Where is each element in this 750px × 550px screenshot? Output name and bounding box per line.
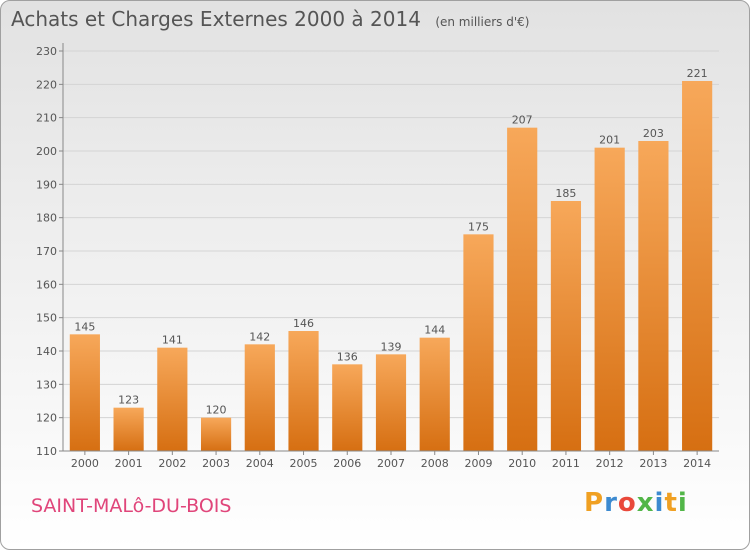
y-tick-label: 180 xyxy=(36,212,57,225)
data-label: 141 xyxy=(162,334,183,347)
data-label: 146 xyxy=(293,317,314,330)
y-tick-label: 230 xyxy=(36,45,57,58)
x-tick-label: 2005 xyxy=(290,457,318,470)
y-tick-label: 220 xyxy=(36,78,57,91)
logo-letter: P xyxy=(584,488,605,518)
data-label: 203 xyxy=(643,127,664,140)
bar-2003 xyxy=(200,417,232,451)
bar-2013 xyxy=(638,141,669,451)
data-label: 207 xyxy=(512,114,533,127)
data-label: 185 xyxy=(555,187,576,200)
data-label: 221 xyxy=(687,67,708,80)
logo-letter: t xyxy=(664,488,678,518)
bars: 145 123 141 120 142 146 136 139 144 175 207 185 201 2… xyxy=(69,67,713,452)
chart-subtitle: (en milliers d'€) xyxy=(435,15,530,29)
data-label: 175 xyxy=(468,220,489,233)
x-tick-label: 2008 xyxy=(421,457,449,470)
bar-2001 xyxy=(113,407,144,451)
bar-2011 xyxy=(550,201,582,451)
bar-2000 xyxy=(69,334,100,451)
bar-2002 xyxy=(157,347,188,451)
x-tick-label: 2011 xyxy=(552,457,580,470)
data-label: 120 xyxy=(206,404,227,417)
bar-2009 xyxy=(463,234,494,451)
x-tick-label: 2000 xyxy=(71,457,99,470)
data-label: 142 xyxy=(249,330,270,343)
logo-letter: r xyxy=(604,488,618,518)
chart-title: Achats et Charges Externes 2000 à 2014 (… xyxy=(11,7,529,31)
y-tick-label: 150 xyxy=(36,312,57,325)
logo-letter: i xyxy=(654,488,665,518)
data-label: 139 xyxy=(381,340,402,353)
data-label: 144 xyxy=(424,324,445,337)
y-tick-label: 110 xyxy=(36,445,57,458)
axes: 110 120 130 140 150 160 170 180 190 200 210 220 230 2… xyxy=(36,43,719,470)
x-tick-label: 2003 xyxy=(202,457,230,470)
x-tick-label: 2004 xyxy=(246,457,274,470)
bar-2004 xyxy=(244,344,275,451)
y-tick-label: 160 xyxy=(36,278,57,291)
x-tick-label: 2012 xyxy=(596,457,624,470)
bar-2014 xyxy=(682,81,713,451)
chart-title-text: Achats et Charges Externes 2000 à 2014 xyxy=(11,7,421,31)
x-tick-label: 2007 xyxy=(377,457,405,470)
bar-2005 xyxy=(288,331,319,451)
logo-letter: o xyxy=(617,488,637,518)
x-tick-label: 2014 xyxy=(683,457,711,470)
x-tick-label: 2013 xyxy=(639,457,667,470)
data-label: 123 xyxy=(118,394,139,407)
data-label: 136 xyxy=(337,350,358,363)
y-tick-label: 190 xyxy=(36,178,57,191)
data-label: 145 xyxy=(74,320,95,333)
logo-letter: x xyxy=(636,488,655,518)
proxiti-logo: Proxiti xyxy=(584,488,688,518)
bar-2010 xyxy=(507,127,538,452)
logo-letter: i xyxy=(677,488,688,518)
y-tick-label: 140 xyxy=(36,345,57,358)
bar-2006 xyxy=(332,364,363,451)
y-tick-label: 210 xyxy=(36,112,57,125)
bar-2012 xyxy=(594,147,625,451)
y-tick-label: 170 xyxy=(36,245,57,258)
x-tick-label: 2009 xyxy=(464,457,492,470)
x-tick-label: 2001 xyxy=(115,457,143,470)
data-label: 201 xyxy=(599,134,620,147)
y-tick-label: 130 xyxy=(36,378,57,391)
bar-2007 xyxy=(375,354,407,451)
y-tick-label: 200 xyxy=(36,145,57,158)
x-tick-label: 2002 xyxy=(158,457,186,470)
bar-2008 xyxy=(419,337,450,451)
x-tick-label: 2006 xyxy=(333,457,361,470)
city-name: SAINT-MALô-DU-BOIS xyxy=(31,495,232,517)
y-tick-label: 120 xyxy=(36,412,57,425)
x-tick-label: 2010 xyxy=(508,457,536,470)
